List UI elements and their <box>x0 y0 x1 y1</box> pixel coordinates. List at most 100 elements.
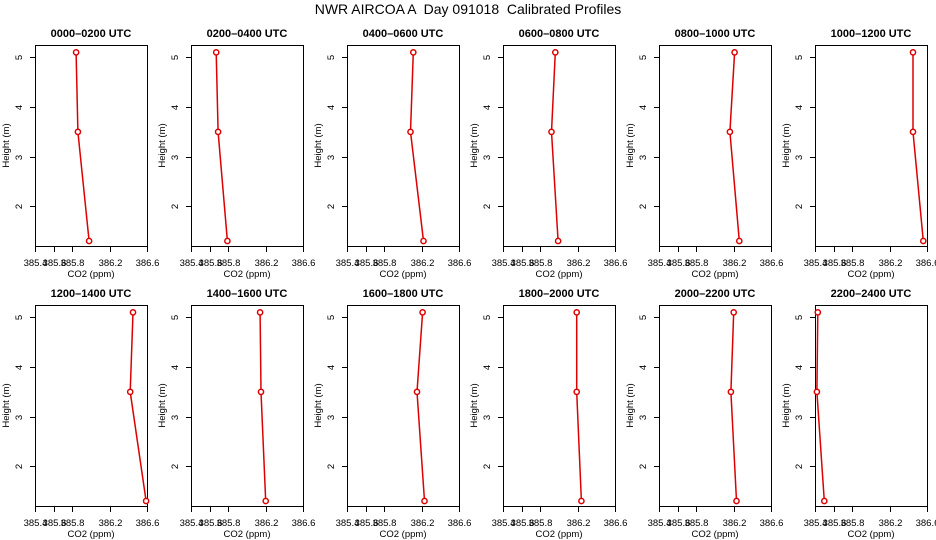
x-tick-label: 385.8 <box>841 518 865 529</box>
y-axis-label: Height (m) <box>1 123 12 167</box>
y-axis-label: Height (m) <box>1 383 12 427</box>
x-tick-label: 385.4 <box>180 258 204 269</box>
x-tick-label: 385.4 <box>804 518 828 529</box>
x-tick-label: 386.6 <box>760 518 784 529</box>
plot-frame <box>815 305 928 507</box>
profile-line <box>550 52 559 242</box>
plot-frame <box>503 305 616 507</box>
x-tick-label: 386.6 <box>292 258 316 269</box>
x-tick-label: 386.6 <box>448 258 472 269</box>
y-tick-label: 2 <box>482 204 493 209</box>
data-point <box>909 49 917 56</box>
data-point <box>554 237 562 245</box>
x-tick-label: 386.6 <box>136 258 160 269</box>
y-tick-label: 5 <box>482 315 493 320</box>
y-tick-label: 2 <box>170 464 181 469</box>
data-point <box>409 49 417 56</box>
x-axis-label: CO2 (ppm) <box>68 529 115 540</box>
x-tick-label: 385.8 <box>529 518 553 529</box>
data-point <box>214 128 222 136</box>
x-tick-label: 385.6 <box>355 518 379 529</box>
x-tick-label: 385.4 <box>180 518 204 529</box>
x-tick-label: 386.6 <box>292 518 316 529</box>
x-tick-label: 385.8 <box>61 518 85 529</box>
x-tick-label: 385.4 <box>336 518 360 529</box>
data-point <box>413 388 421 396</box>
y-tick-label: 4 <box>482 365 493 370</box>
x-tick-label: 386.6 <box>604 518 628 529</box>
x-tick-label: 386.6 <box>916 518 936 529</box>
x-tick-label: 386.2 <box>99 258 123 269</box>
y-axis-label: Height (m) <box>157 383 168 427</box>
x-tick-label: 386.6 <box>604 258 628 269</box>
y-tick-label: 4 <box>14 365 25 370</box>
x-tick-label: 385.6 <box>199 518 223 529</box>
x-tick-label: 385.4 <box>24 258 48 269</box>
x-tick-label: 385.6 <box>43 518 67 529</box>
plot-frame <box>815 45 928 247</box>
y-tick-label: 5 <box>14 55 25 60</box>
x-axis-label: CO2 (ppm) <box>536 529 583 540</box>
y-tick-label: 3 <box>638 415 649 420</box>
x-tick-label: 385.4 <box>492 518 516 529</box>
y-tick-label: 2 <box>794 204 805 209</box>
y-axis-label: Height (m) <box>625 123 636 167</box>
plot-frame <box>35 305 148 507</box>
x-tick-label: 385.8 <box>61 258 85 269</box>
data-point <box>419 309 426 316</box>
data-point <box>224 237 231 245</box>
data-point <box>212 49 220 56</box>
x-tick-label: 386.6 <box>448 518 472 529</box>
x-tick-label: 385.6 <box>199 258 223 269</box>
x-tick-label: 386.2 <box>255 258 279 269</box>
data-point <box>735 237 743 245</box>
y-tick-label: 2 <box>638 204 649 209</box>
data-point <box>909 128 917 136</box>
x-tick-label: 385.6 <box>823 518 847 529</box>
y-tick-label: 2 <box>638 464 649 469</box>
data-point <box>85 237 93 245</box>
y-tick-label: 4 <box>794 365 805 370</box>
y-axis-label: Height (m) <box>469 383 480 427</box>
x-tick-label: 385.6 <box>511 518 535 529</box>
profile-line <box>729 52 741 242</box>
y-axis-label: Height (m) <box>313 383 324 427</box>
panel-title: 1800–2000 UTC <box>519 288 600 300</box>
y-tick-label: 2 <box>170 204 181 209</box>
data-point <box>72 49 80 56</box>
y-tick-label: 4 <box>14 105 25 110</box>
x-tick-label: 385.6 <box>667 258 691 269</box>
y-tick-label: 3 <box>482 155 493 160</box>
x-axis-label: CO2 (ppm) <box>224 269 271 280</box>
y-axis-label: Height (m) <box>625 383 636 427</box>
x-tick-label: 385.8 <box>685 518 709 529</box>
y-tick-label: 5 <box>638 315 649 320</box>
panel-title: 0000–0200 UTC <box>51 28 132 40</box>
data-point <box>578 497 585 505</box>
data-point <box>733 497 740 505</box>
x-tick-label: 385.8 <box>529 258 553 269</box>
x-axis-label: CO2 (ppm) <box>380 529 427 540</box>
profile-line <box>730 312 738 502</box>
y-tick-label: 5 <box>170 315 181 320</box>
y-tick-label: 5 <box>326 315 337 320</box>
y-tick-label: 4 <box>638 365 649 370</box>
y-tick-label: 3 <box>794 415 805 420</box>
y-tick-label: 2 <box>14 464 25 469</box>
x-tick-label: 385.4 <box>492 258 516 269</box>
data-point <box>129 309 137 316</box>
page-title: NWR AIRCOA A Day 091018 Calibrated Profi… <box>314 1 622 17</box>
profile-line <box>215 52 229 242</box>
y-tick-label: 4 <box>794 105 805 110</box>
profile-line <box>816 312 826 502</box>
x-tick-label: 385.8 <box>217 258 241 269</box>
panel-title: 1000–1200 UTC <box>831 28 912 40</box>
data-point <box>256 309 264 316</box>
plot-frame <box>191 45 304 247</box>
data-point <box>126 388 134 396</box>
x-tick-label: 386.6 <box>136 518 160 529</box>
x-tick-label: 385.8 <box>685 258 709 269</box>
data-point <box>731 49 738 56</box>
x-tick-label: 385.4 <box>648 518 672 529</box>
x-tick-label: 386.2 <box>411 258 435 269</box>
